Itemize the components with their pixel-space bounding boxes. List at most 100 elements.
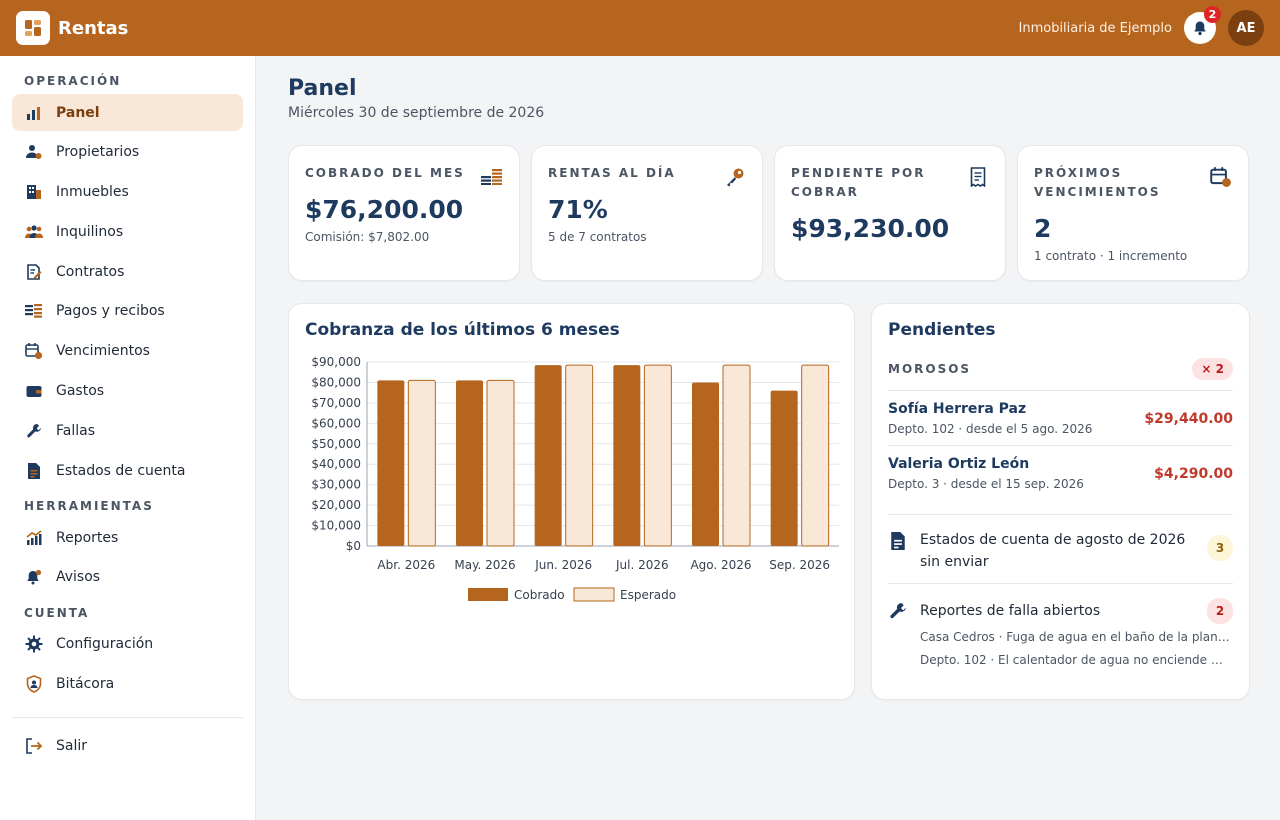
y-tick-label: $0 [346,539,361,553]
pending-statements-item[interactable]: Estados de cuenta de agosto de 2026 sin … [888,514,1233,583]
shield-user-icon [24,674,44,694]
moroso-amount: $29,440.00 [1144,410,1233,427]
sidebar: OPERACIÓN Panel Propietarios Inmuebles I… [0,56,256,820]
gear-icon [24,634,44,654]
y-tick-label: $70,000 [311,396,361,410]
card-label: PRÓXIMOS VENCIMIENTOS [1034,166,1161,199]
y-tick-label: $50,000 [311,437,361,451]
card-subtext: Comisión: $7,802.00 [305,230,430,244]
contract-icon [24,262,44,282]
sidebar-item-label: Inmuebles [56,184,129,201]
sidebar-item-panel[interactable]: Panel [12,94,243,131]
morosos-title: MOROSOS [888,362,972,376]
y-tick-label: $60,000 [311,416,361,430]
sidebar-item-contratos[interactable]: Contratos [12,253,243,290]
card-label: RENTAS AL DÍA [548,166,676,180]
sidebar-item-label: Pagos y recibos [56,303,165,320]
card-label: COBRADO DEL MES [305,166,465,180]
notification-count-badge: 2 [1204,6,1221,23]
card-pendiente-por-cobrar[interactable]: PENDIENTE POR COBRAR $93,230.00 [774,145,1006,281]
moroso-row[interactable]: Sofía Herrera Paz Depto. 102 · desde el … [888,391,1233,446]
bell-alert-icon [24,567,44,587]
sidebar-item-gastos[interactable]: Gastos [12,373,243,410]
sidebar-item-label: Avisos [56,569,101,586]
user-avatar[interactable]: AE [1228,10,1264,46]
payments-icon [24,301,44,321]
owner-icon [24,142,44,162]
bar-esperado [565,364,594,547]
wallet-icon [24,381,44,401]
collections-bar-chart: $0 $10,000 $20,000 $30,000 $40,000 $50,000 $60… [311,356,839,602]
sidebar-section-title: HERRAMIENTAS [24,499,154,514]
sidebar-item-label: Estados de cuenta [56,462,186,479]
card-value: 2 [1034,214,1052,243]
fault-item[interactable]: Depto. 102 · El calentador de agua no en… [920,653,1230,667]
sidebar-item-bitacora[interactable]: Bitácora [12,666,243,703]
moroso-row[interactable]: Valeria Ortiz León Depto. 3 · desde el 1… [888,446,1233,500]
x-tick-label: Ago. 2026 [690,558,751,572]
sidebar-item-vencimientos[interactable]: Vencimientos [12,333,243,370]
pending-statements-count: 3 [1207,535,1233,561]
y-tick-label: $80,000 [311,375,361,389]
sidebar-item-propietarios[interactable]: Propietarios [12,134,243,171]
chart-title: Cobranza de los últimos 6 meses [305,320,620,340]
building-icon [24,182,44,202]
bar-esperado [643,364,672,547]
y-tick-label: $10,000 [311,519,361,533]
sidebar-item-avisos[interactable]: Avisos [12,559,243,596]
sidebar-item-reportes[interactable]: Reportes [12,519,243,556]
pending-faults-item[interactable]: Reportes de falla abiertos 2 Casa Cedros… [888,583,1233,682]
sidebar-item-inquilinos[interactable]: Inquilinos [12,213,243,250]
bar-esperado [801,364,830,547]
card-label: PENDIENTE POR COBRAR [791,166,926,199]
moroso-name: Valeria Ortiz León [888,456,1030,472]
pending-faults-count: 2 [1207,598,1233,624]
sidebar-item-label: Configuración [56,636,154,653]
card-cobrado-del-mes[interactable]: COBRADO DEL MES $76,200.00 Comisión: $7,… [288,145,520,281]
summary-cards: COBRADO DEL MES $76,200.00 Comisión: $7,… [288,145,1250,281]
logout-label: Salir [56,738,88,755]
card-rentas-al-dia[interactable]: RENTAS AL DÍA 71% 5 de 7 contratos [531,145,763,281]
x-tick-label: Abr. 2026 [377,558,435,572]
sidebar-section-title: OPERACIÓN [24,74,122,88]
bar-cobrado [770,390,798,546]
card-subtext: 1 contrato · 1 incremento [1034,249,1188,263]
logout-icon [24,736,44,756]
legend-swatch [468,588,508,601]
legend-label: Esperado [620,588,676,602]
tenants-icon [24,222,44,242]
top-bar: Rentas Inmobiliaria de Ejemplo 2 AE [0,0,1280,56]
calendar-clock-icon [1210,166,1232,188]
morosos-count-badge: × 2 [1192,358,1233,380]
sidebar-item-estados-de-cuenta[interactable]: Estados de cuenta [12,452,243,489]
card-proximos-vencimientos[interactable]: PRÓXIMOS VENCIMIENTOS 2 1 contrato · 1 i… [1017,145,1249,281]
sidebar-section-title: CUENTA [24,605,90,620]
receipt-icon [967,166,989,188]
sidebar-item-pagos[interactable]: Pagos y recibos [12,293,243,330]
pending-statements-text: Estados de cuenta de agosto de 2026 sin … [920,532,1186,570]
x-tick-label: May. 2026 [454,558,515,572]
fault-item[interactable]: Casa Cedros · Fuga de agua en el baño de… [920,630,1230,644]
moroso-name: Sofía Herrera Paz [888,401,1027,417]
moroso-detail: Depto. 102 · desde el 5 ago. 2026 [888,422,1093,436]
bar-cobrado [456,380,483,546]
app-logo-icon[interactable] [16,11,50,45]
sidebar-item-configuracion[interactable]: Configuración [12,626,243,663]
y-tick-label: $20,000 [311,498,361,512]
pending-title: Pendientes [888,320,996,340]
main-content: Panel Miércoles 30 de septiembre de 2026… [288,56,1250,700]
app-title[interactable]: Rentas [58,17,129,39]
sidebar-item-label: Inquilinos [56,223,124,240]
card-value: 71% [548,195,608,224]
logout-button[interactable]: Salir [12,728,243,765]
page-date: Miércoles 30 de septiembre de 2026 [288,105,545,121]
sidebar-item-label: Propietarios [56,144,140,161]
bar-cobrado [692,382,719,546]
notifications-button[interactable]: 2 [1184,6,1221,44]
card-value: $76,200.00 [305,195,464,224]
pending-faults-text: Reportes de falla abiertos [920,603,1101,619]
bar-chart-icon [24,103,44,123]
wrench-icon [24,421,44,441]
sidebar-item-inmuebles[interactable]: Inmuebles [12,174,243,211]
sidebar-item-fallas[interactable]: Fallas [12,412,243,449]
